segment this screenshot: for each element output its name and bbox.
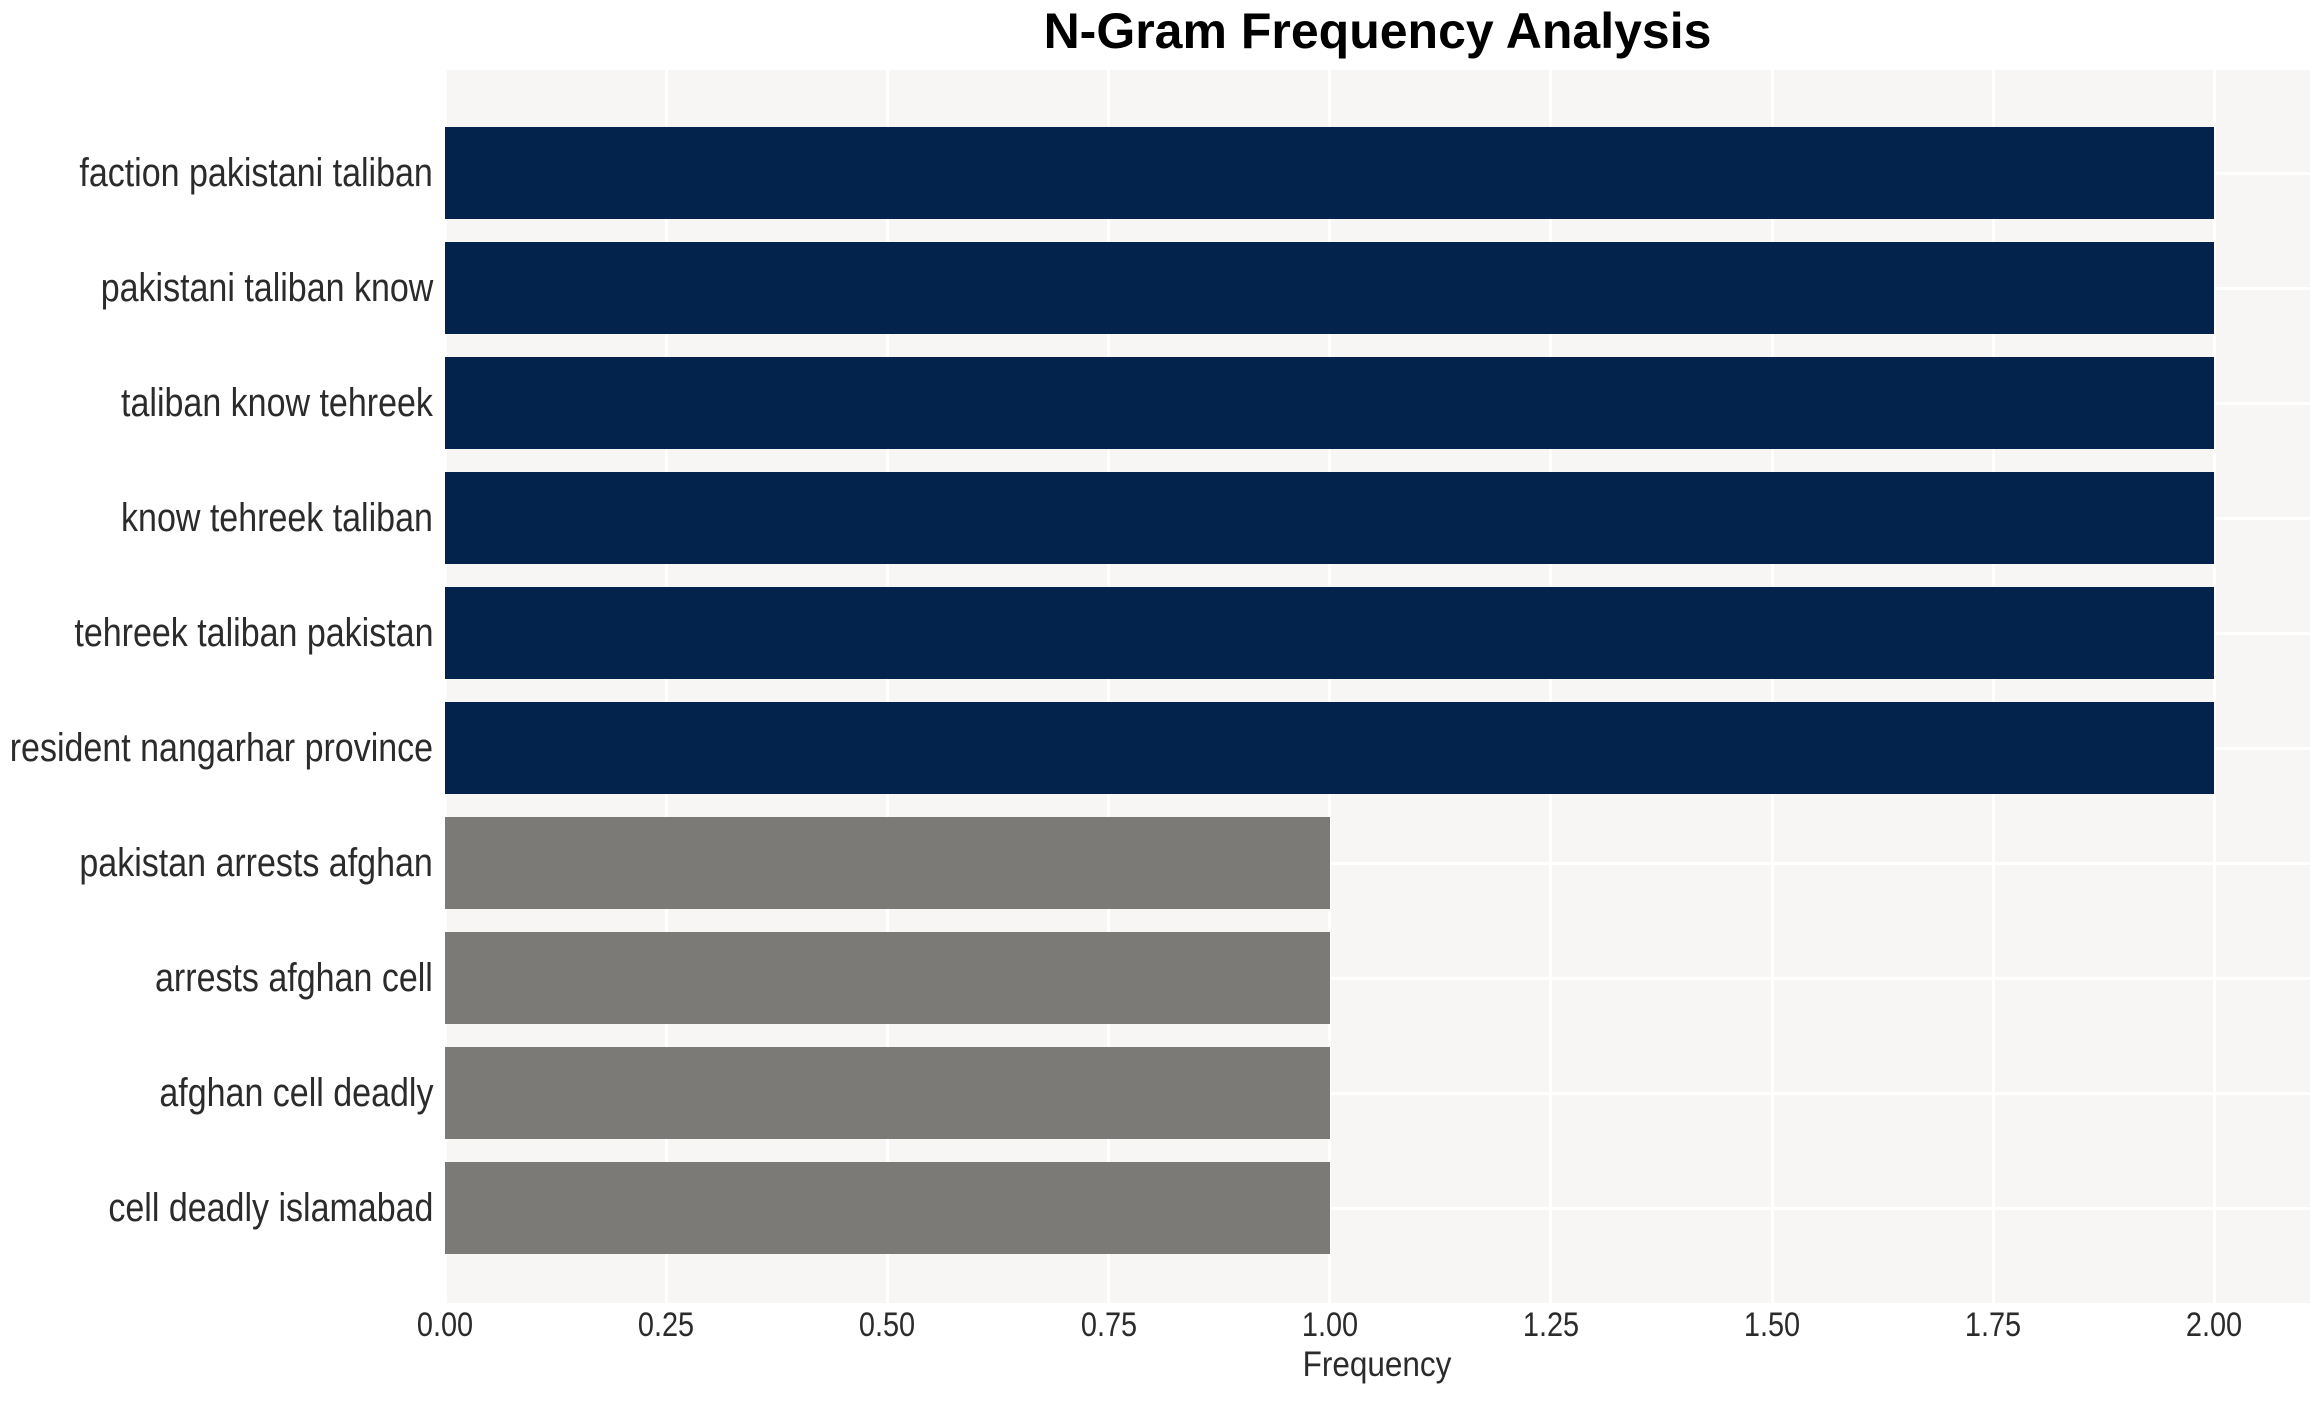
x-gridline xyxy=(664,70,668,1303)
bar-arrests-afghan-cell xyxy=(445,932,1330,1024)
x-gridline xyxy=(885,70,889,1303)
y-tick-label: cell deadly islamabad xyxy=(107,1186,433,1230)
bar-afghan-cell-deadly xyxy=(445,1047,1330,1139)
x-gridline xyxy=(1549,70,1553,1303)
y-gridline xyxy=(445,1206,2310,1210)
bar-cell-deadly-islamabad xyxy=(445,1162,1330,1254)
x-axis-title: Frequency xyxy=(1302,1345,1452,1384)
x-tick-label: 2.00 xyxy=(2186,1306,2243,1344)
bar-taliban-know-tehreek xyxy=(445,357,2215,449)
y-gridline xyxy=(445,1091,2310,1095)
bar-tehreek-taliban-pakistan xyxy=(445,587,2215,679)
x-tick-label: 0.25 xyxy=(638,1306,695,1344)
y-tick-label: tehreek taliban pakistan xyxy=(73,611,433,655)
plot-area xyxy=(445,70,2310,1303)
x-gridline xyxy=(1107,70,1111,1303)
x-tick-label: 0.00 xyxy=(416,1306,474,1344)
x-tick-label: 1.50 xyxy=(1743,1306,1801,1344)
y-tick-label: arrests afghan cell xyxy=(155,956,433,1000)
y-tick-label: resident nangarhar province xyxy=(9,726,433,770)
x-tick-label: 0.75 xyxy=(1080,1306,1137,1344)
y-tick-label: know tehreek taliban xyxy=(121,496,433,540)
x-gridline xyxy=(1328,70,1332,1303)
x-tick-label: 1.00 xyxy=(1301,1306,1358,1344)
bar-know-tehreek-taliban xyxy=(445,472,2215,564)
chart-title: N-Gram Frequency Analysis xyxy=(1043,3,1712,59)
x-gridline xyxy=(1991,70,1995,1303)
y-gridline xyxy=(445,976,2310,980)
x-tick-label: 1.25 xyxy=(1522,1306,1580,1344)
x-gridline xyxy=(1770,70,1774,1303)
x-gridline xyxy=(445,70,447,1303)
x-tick-label: 0.50 xyxy=(859,1306,916,1344)
y-tick-label: pakistani taliban know xyxy=(100,266,433,310)
x-tick-label: 1.75 xyxy=(1965,1306,2022,1344)
bar-pakistan-arrests-afghan xyxy=(445,817,1330,909)
y-gridline xyxy=(445,861,2310,865)
bar-faction-pakistani-taliban xyxy=(445,127,2215,219)
bar-resident-nangarhar-province xyxy=(445,702,2215,794)
y-tick-label: faction pakistani taliban xyxy=(79,151,433,195)
x-gridline xyxy=(2212,70,2216,1303)
y-tick-label: afghan cell deadly xyxy=(158,1071,433,1115)
bar-pakistani-taliban-know xyxy=(445,242,2215,334)
y-tick-label: taliban know tehreek xyxy=(121,381,433,425)
y-tick-label: pakistan arrests afghan xyxy=(79,841,433,885)
